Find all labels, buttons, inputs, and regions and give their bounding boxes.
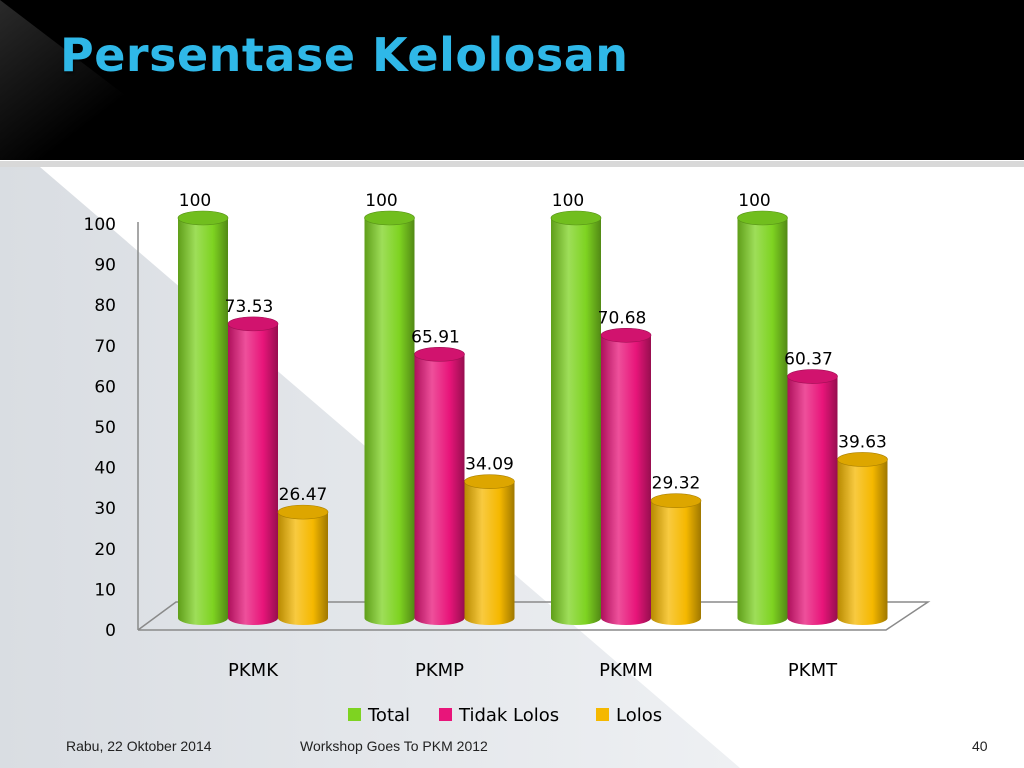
- y-tick-label: 80: [94, 296, 116, 316]
- bar-body: [737, 218, 788, 626]
- footer-date: Rabu, 22 Oktober 2014: [66, 738, 212, 754]
- legend-label: Tidak Lolos: [458, 705, 559, 726]
- y-tick-label: 100: [84, 215, 116, 235]
- data-label: 34.09: [465, 455, 514, 475]
- bar-top: [414, 347, 465, 362]
- data-label: 70.68: [598, 308, 647, 328]
- bar-top: [227, 316, 279, 332]
- bar-top: [837, 452, 888, 467]
- data-label: 26.47: [279, 485, 328, 505]
- bar-top: [364, 210, 415, 226]
- slide-title: Persentase Kelolosan: [60, 28, 629, 82]
- bar-total-pkmt: [737, 210, 788, 626]
- data-label: 29.32: [652, 474, 701, 494]
- legend-label: Lolos: [616, 705, 662, 726]
- bar-top: [737, 210, 788, 226]
- legend-item: Tidak Lolos: [439, 705, 559, 726]
- bar-body: [651, 500, 701, 625]
- chart-labels: 0 10 20 30 40 50 60 70 80 90 100 100 73.53 26.47 PKMK 1…: [84, 191, 887, 681]
- x-category-label: PKMM: [599, 660, 653, 681]
- bar-lolos-pkmk: [277, 504, 329, 625]
- bar-top: [787, 369, 838, 384]
- bar-top: [550, 210, 602, 226]
- bar-total-pkmp: [364, 210, 415, 626]
- bar-total-pkmm: [550, 210, 602, 625]
- bar-body: [278, 512, 328, 625]
- header-shading: [0, 0, 210, 160]
- bar-top: [177, 210, 229, 226]
- bar-tidak-lolos-pkmp: [414, 347, 465, 626]
- bar-tidak-lolos-pkmk: [227, 316, 279, 625]
- bar-body: [551, 218, 601, 625]
- data-label: 39.63: [838, 432, 887, 452]
- bar-top: [650, 493, 702, 509]
- data-label: 100: [179, 191, 211, 211]
- bar-body: [414, 354, 465, 626]
- data-label: 100: [738, 191, 770, 211]
- y-tick-label: 90: [94, 256, 116, 276]
- floor-edge: [137, 601, 931, 631]
- bar-total-pkmk: [177, 210, 229, 625]
- data-label: 100: [365, 191, 397, 211]
- bar-lolos-pkmp: [464, 474, 515, 626]
- x-category-label: PKMK: [228, 660, 279, 681]
- bar-body: [364, 218, 415, 626]
- bar-body: [787, 376, 838, 626]
- legend-item: Total: [348, 705, 410, 726]
- header-divider: [0, 160, 1024, 167]
- legend-swatch: [596, 708, 609, 721]
- y-tick-label: 20: [94, 540, 116, 560]
- legend-swatch: [348, 708, 361, 721]
- y-tick-label: 60: [94, 377, 116, 397]
- page-number: 40: [972, 738, 988, 754]
- bar-body: [178, 218, 228, 625]
- y-tick-label: 10: [94, 580, 116, 600]
- y-tick-label: 40: [94, 459, 116, 479]
- y-tick-label: 70: [94, 337, 116, 357]
- bar-body: [601, 335, 651, 625]
- y-tick-label: 30: [94, 499, 116, 519]
- chart-axes: [137, 222, 931, 631]
- bar-lolos-pkmm: [650, 493, 702, 625]
- y-tick-label: 0: [105, 621, 116, 641]
- data-label: 65.91: [411, 327, 460, 347]
- bar-top: [600, 327, 652, 343]
- data-label: 73.53: [225, 297, 274, 317]
- legend-label: Total: [367, 705, 410, 726]
- y-tick-label: 50: [94, 418, 116, 438]
- footer-event: Workshop Goes To PKM 2012: [300, 738, 488, 754]
- legend-item: Lolos: [596, 705, 662, 726]
- chart-bars: [177, 210, 888, 626]
- bar-lolos-pkmt: [837, 452, 888, 626]
- bar-top: [464, 474, 515, 489]
- x-category-label: PKMT: [788, 660, 838, 681]
- bar-body: [228, 323, 278, 625]
- legend-swatch: [439, 708, 452, 721]
- chart-legend: Total Tidak Lolos Lolos: [348, 705, 662, 726]
- bar-tidak-lolos-pkmt: [787, 369, 838, 626]
- x-category-label: PKMP: [415, 660, 464, 681]
- bar-tidak-lolos-pkmm: [600, 327, 652, 625]
- data-label: 60.37: [784, 350, 833, 370]
- bar-top: [277, 504, 329, 520]
- bar-body: [837, 459, 888, 626]
- bar-body: [464, 481, 515, 626]
- slide-header: Persentase Kelolosan: [0, 0, 1024, 160]
- data-label: 100: [552, 191, 584, 211]
